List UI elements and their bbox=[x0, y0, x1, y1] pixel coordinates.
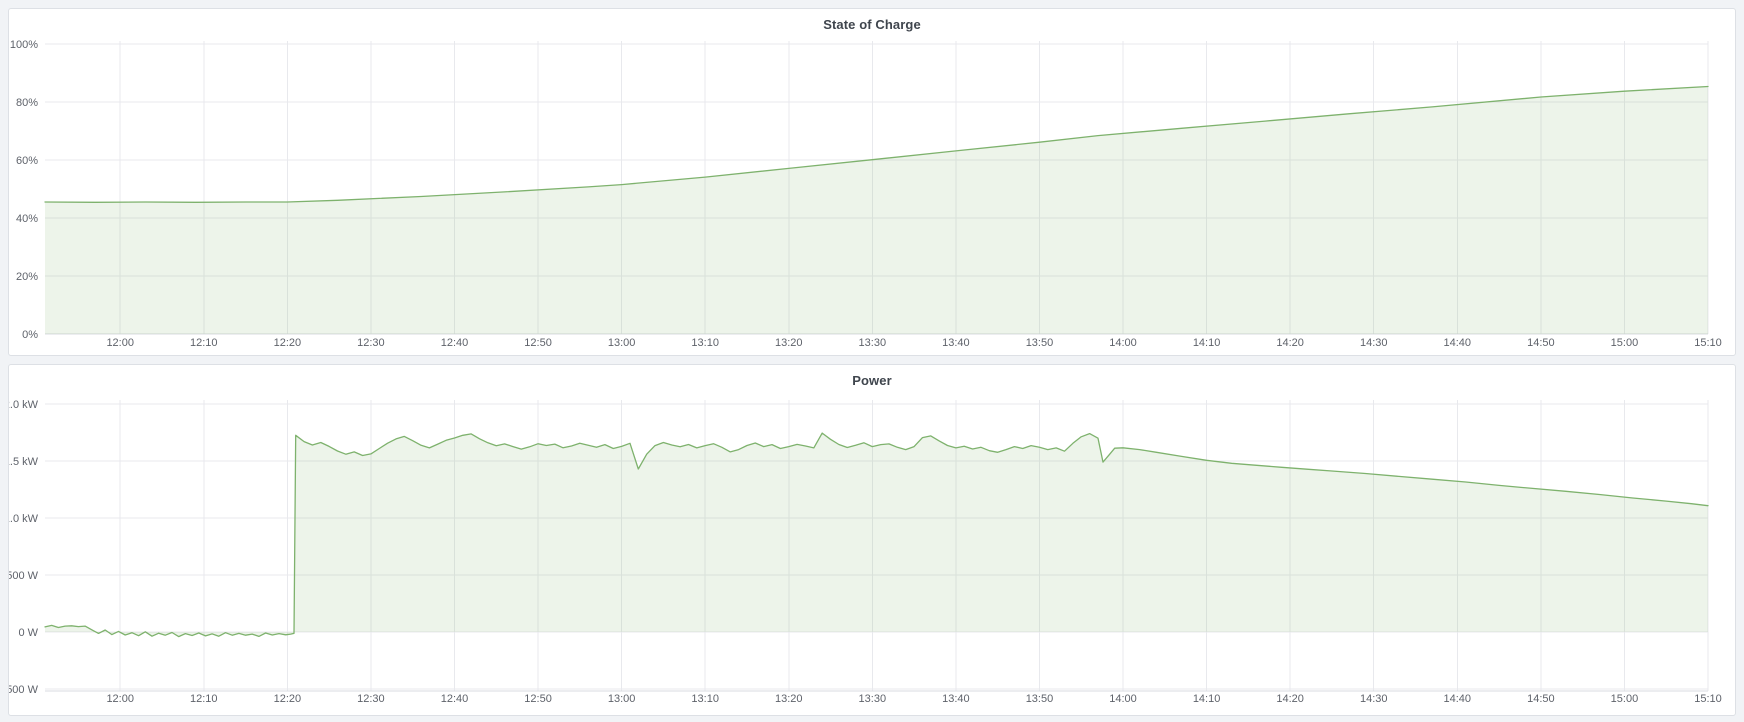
panel-power: Power -500 W 0 W 500 W 1.0 kW 1.5 kW 2.0 kW 12… bbox=[8, 364, 1736, 716]
series-line bbox=[44, 85, 1709, 203]
x-axis-tick-label: 12:40 bbox=[441, 337, 469, 349]
x-axis-tick-label: 13:10 bbox=[691, 337, 719, 349]
x-axis-tick-label: 12:30 bbox=[357, 693, 385, 705]
x-axis-tick-label: 13:40 bbox=[942, 693, 970, 705]
series-area-fill bbox=[45, 86, 1708, 334]
x-axis-tick-label: 13:00 bbox=[608, 693, 636, 705]
x-axis-tick-label: 12:50 bbox=[524, 337, 552, 349]
y-axis-tick-label: 60% bbox=[16, 155, 38, 167]
x-axis-tick-label: 13:30 bbox=[859, 337, 887, 349]
x-axis-tick-label: 13:50 bbox=[1026, 337, 1054, 349]
x-axis-tick-label: 15:00 bbox=[1611, 337, 1639, 349]
x-axis-tick-label: 13:10 bbox=[691, 693, 719, 705]
x-axis-tick-label: 13:30 bbox=[859, 693, 887, 705]
x-axis-tick-label: 12:00 bbox=[106, 693, 134, 705]
x-axis-tick-label: 12:20 bbox=[274, 693, 302, 705]
x-axis-tick-label: 12:10 bbox=[190, 337, 218, 349]
x-axis-tick-label: 14:00 bbox=[1109, 337, 1137, 349]
x-axis-tick-label: 15:10 bbox=[1694, 693, 1722, 705]
y-axis-tick-label: 0% bbox=[22, 329, 38, 341]
x-axis-tick-label: 12:20 bbox=[274, 337, 302, 349]
state-of-charge-chart[interactable]: 0% 20% 40% 60% 80% 100% 12:00 12:10 12:20 12:30 12… bbox=[9, 39, 1735, 355]
x-axis-tick-label: 13:50 bbox=[1026, 693, 1054, 705]
x-axis-tick-label: 14:20 bbox=[1276, 693, 1304, 705]
x-axis-tick-label: 13:20 bbox=[775, 337, 803, 349]
panel-state-of-charge: State of Charge 0% 20% 40% 60% 80% 100% 12:00 1… bbox=[8, 8, 1736, 356]
y-axis-tick-label: 100% bbox=[10, 39, 38, 51]
x-axis-tick-label: 13:20 bbox=[775, 693, 803, 705]
panel-title-state-of-charge[interactable]: State of Charge bbox=[823, 16, 921, 32]
x-axis-tick-label: 14:40 bbox=[1444, 693, 1472, 705]
y-axis-tick-label: 0 W bbox=[18, 627, 38, 639]
panel-header-state-of-charge[interactable]: State of Charge bbox=[9, 9, 1735, 39]
y-axis-tick-label: 500 W bbox=[9, 570, 39, 582]
x-axis-tick-label: 12:00 bbox=[106, 337, 134, 349]
x-axis-tick-label: 14:00 bbox=[1109, 693, 1137, 705]
x-axis-tick-label: 14:30 bbox=[1360, 693, 1388, 705]
x-axis-tick-label: 12:10 bbox=[190, 693, 218, 705]
x-axis-tick-label: 15:00 bbox=[1611, 693, 1639, 705]
x-axis-tick-label: 14:20 bbox=[1276, 337, 1304, 349]
x-axis-tick-label: 14:10 bbox=[1193, 337, 1221, 349]
y-axis-tick-label: 40% bbox=[16, 213, 38, 225]
x-axis-tick-label: 14:50 bbox=[1527, 337, 1555, 349]
y-axis-tick-label: 2.0 kW bbox=[9, 399, 39, 411]
x-axis-tick-label: 13:00 bbox=[608, 337, 636, 349]
y-axis-tick-label: 1.0 kW bbox=[9, 513, 39, 525]
x-axis-tick-label: 14:30 bbox=[1360, 337, 1388, 349]
x-axis-tick-label: 13:40 bbox=[942, 337, 970, 349]
y-axis-tick-label: 1.5 kW bbox=[9, 456, 39, 468]
x-axis-tick-label: 12:40 bbox=[441, 693, 469, 705]
power-chart[interactable]: -500 W 0 W 500 W 1.0 kW 1.5 kW 2.0 kW 12:00 12:… bbox=[9, 395, 1735, 715]
series-line bbox=[44, 432, 1709, 638]
x-axis-tick-label: 14:50 bbox=[1527, 693, 1555, 705]
x-axis-tick-label: 14:40 bbox=[1444, 337, 1472, 349]
panel-title-power[interactable]: Power bbox=[852, 372, 892, 388]
series-area-fill bbox=[45, 433, 1708, 637]
y-axis-tick-label: 80% bbox=[16, 97, 38, 109]
x-axis-tick-label: 12:50 bbox=[524, 693, 552, 705]
x-axis-tick-label: 15:10 bbox=[1694, 337, 1722, 349]
y-axis-tick-label: 20% bbox=[16, 271, 38, 283]
panel-header-power[interactable]: Power bbox=[9, 365, 1735, 395]
y-axis-tick-label: -500 W bbox=[9, 684, 39, 696]
x-axis-tick-label: 12:30 bbox=[357, 337, 385, 349]
x-axis-tick-label: 14:10 bbox=[1193, 693, 1221, 705]
